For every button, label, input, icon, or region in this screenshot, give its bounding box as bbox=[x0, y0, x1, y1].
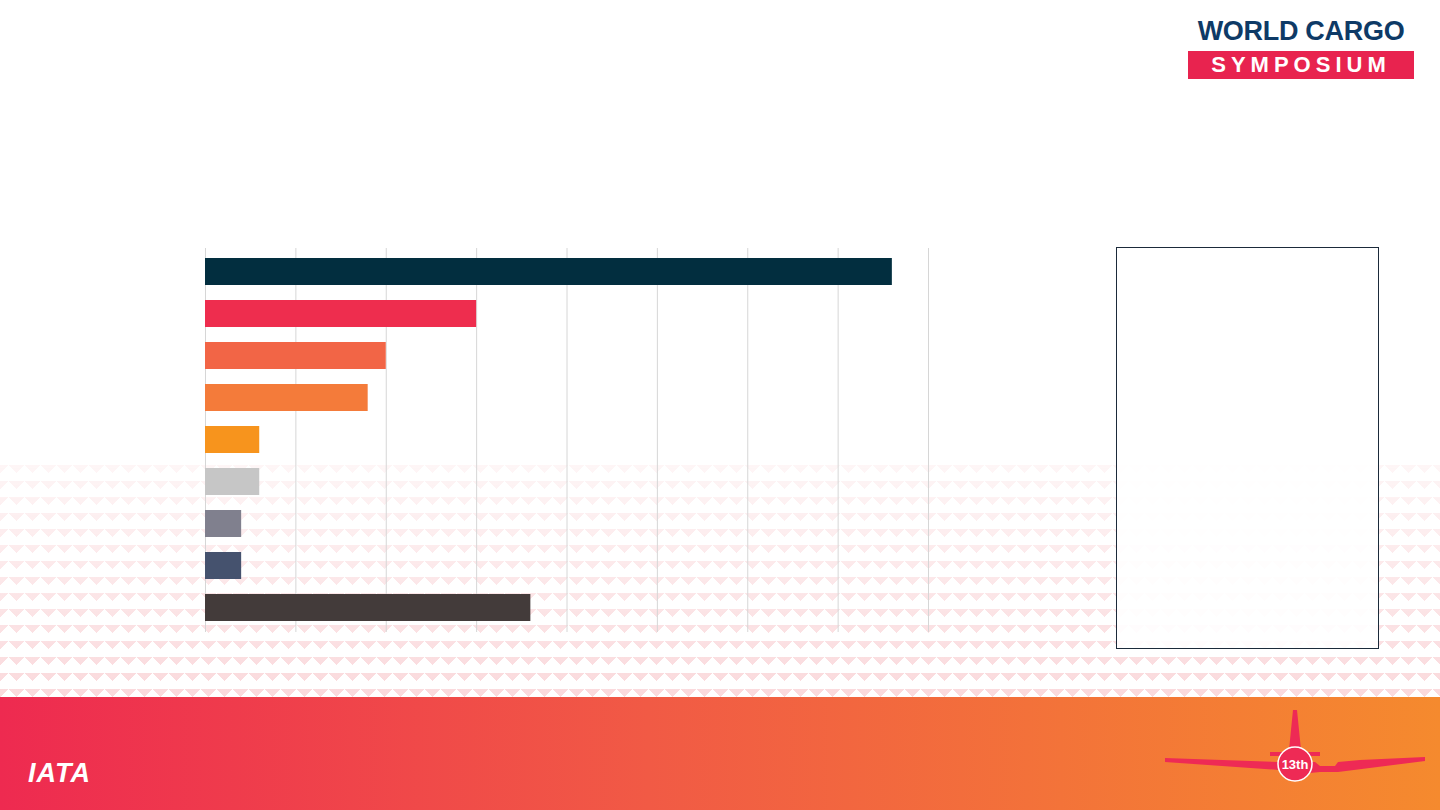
svg-text:13th: 13th bbox=[1282, 757, 1309, 772]
html-text:SYMPOSIUM: SYMPOSIUM bbox=[1211, 52, 1391, 77]
html-text:IATA: IATA bbox=[28, 758, 91, 788]
html-text:WORLD CARGO: WORLD CARGO bbox=[1197, 16, 1405, 46]
